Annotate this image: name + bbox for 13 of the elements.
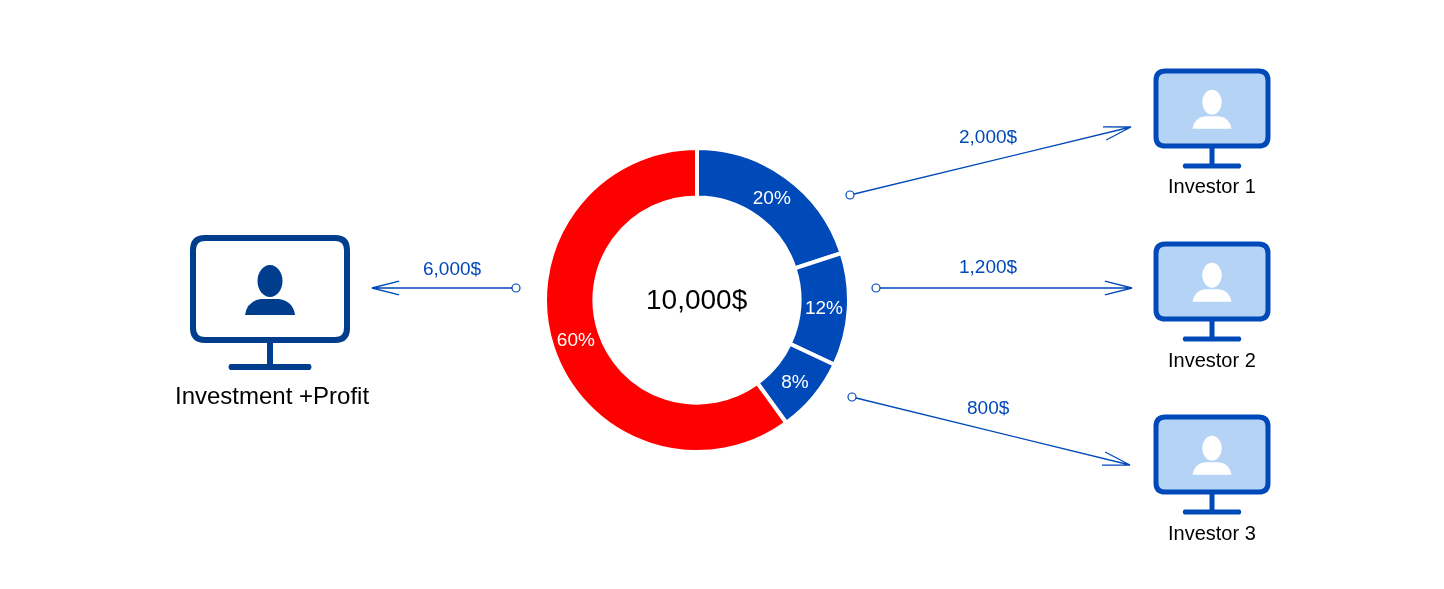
text: 6,000$ (423, 258, 482, 279)
text: 1,200$ (959, 256, 1018, 277)
data-label: 12% (804, 297, 844, 319)
text: Investor 2 (1168, 349, 1256, 371)
data-label: 60% (556, 328, 595, 350)
text: Investor 1 (1168, 175, 1256, 197)
data-label: 20% (752, 186, 791, 208)
text: 10,000$ (646, 284, 748, 315)
text: Investment +Profit (175, 382, 370, 409)
text: 800$ (967, 397, 1010, 418)
text: Investor 3 (1168, 522, 1256, 544)
data-label: 8% (781, 370, 809, 392)
text: 2,000$ (959, 126, 1018, 147)
